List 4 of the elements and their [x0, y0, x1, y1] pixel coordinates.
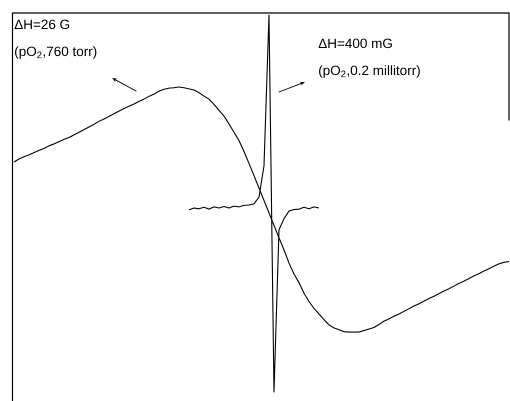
annotation: (pO$_{2}$,0.2 millitorr)	[319, 65, 420, 78]
annotation: (pO$_{2}$,760 torr)	[15, 46, 96, 59]
annotation: ΔH=400 mG	[318, 38, 392, 48]
annotation: ΔH=26 G	[14, 20, 70, 30]
